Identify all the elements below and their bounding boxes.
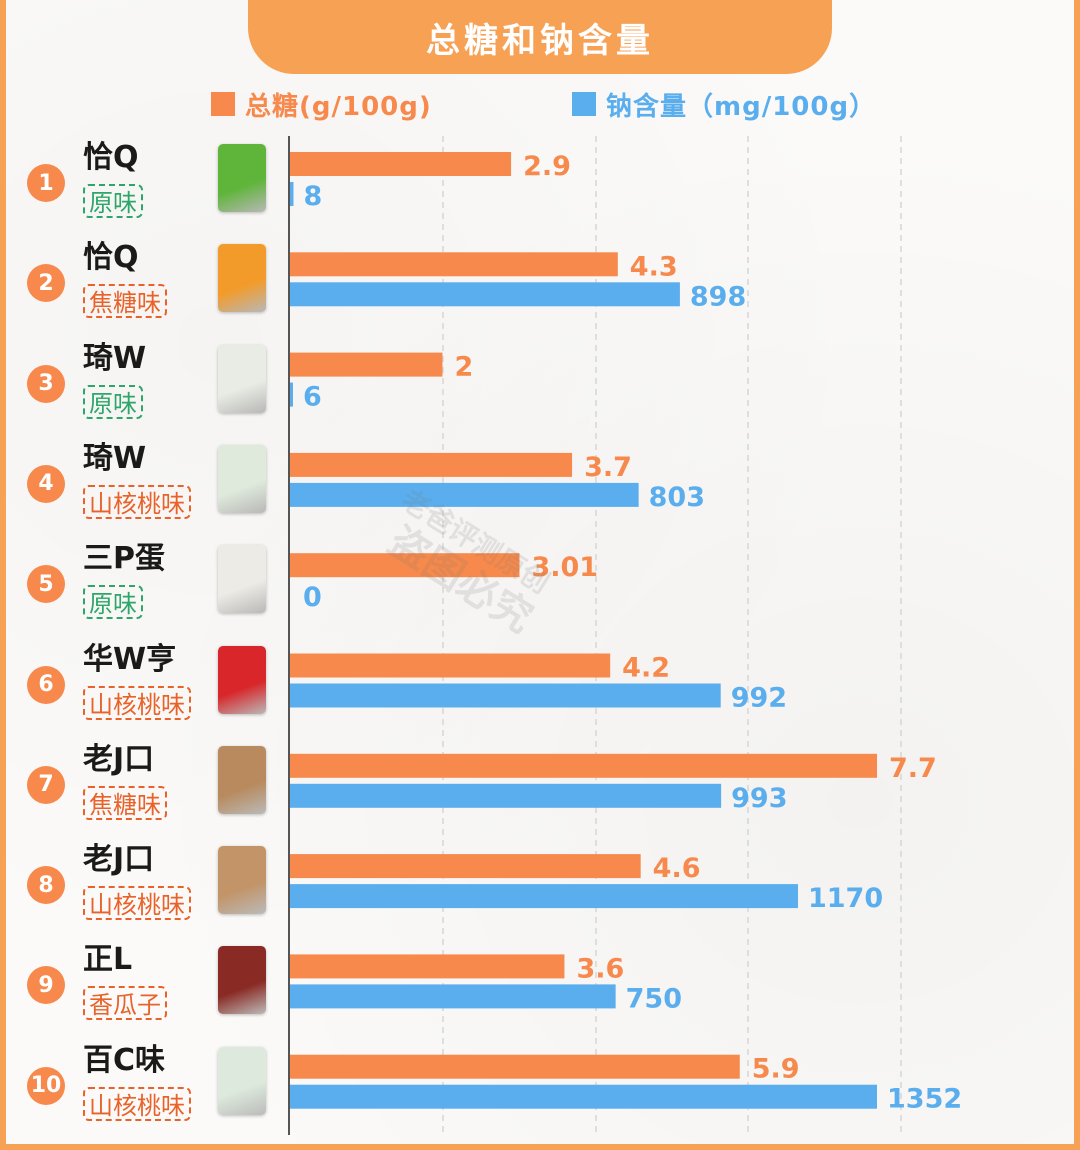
product-flavor-tag: 原味	[83, 585, 143, 620]
sodium-bar	[290, 282, 680, 307]
product-flavor-tag: 香瓜子	[83, 986, 167, 1021]
product-brand: 琦W	[83, 340, 147, 376]
legend-sodium: 钠含量（mg/100g）	[572, 86, 876, 122]
product-package-image	[218, 144, 266, 212]
sodium-bar	[290, 382, 293, 407]
rank-badge: 1	[27, 164, 65, 202]
sugar-value-label: 3.6	[576, 953, 624, 984]
sugar-value-label: 2.9	[523, 151, 571, 182]
sodium-value-label: 898	[690, 281, 746, 312]
product-package-image	[218, 645, 266, 714]
sodium-bar	[290, 984, 616, 1009]
sodium-bar	[290, 783, 722, 808]
product-brand: 老J口	[83, 842, 155, 878]
sugar-bar	[290, 1054, 740, 1079]
legend-sugar-swatch	[211, 92, 235, 116]
product-flavor-tag: 山核桃味	[83, 685, 191, 720]
rank-badge: 4	[27, 464, 65, 503]
product-flavor-tag: 山核桃味	[83, 1086, 191, 1121]
sugar-value-label: 4.3	[630, 251, 678, 282]
legend-sugar-label: 总糖(g/100g)	[245, 91, 432, 122]
product-brand: 恰Q	[83, 240, 139, 276]
product-brand: 百C味	[83, 1042, 166, 1078]
sugar-bar	[290, 854, 641, 879]
product-brand: 三P蛋	[83, 541, 165, 577]
sodium-value-label: 1352	[887, 1084, 962, 1115]
product-package-image	[218, 344, 266, 413]
sugar-bar	[290, 152, 512, 176]
sugar-value-label: 2	[454, 352, 473, 383]
rank-badge: 2	[27, 264, 65, 303]
product-flavor-tag: 焦糖味	[83, 284, 167, 319]
sugar-bar	[290, 452, 573, 477]
rank-badge: 7	[27, 765, 65, 804]
product-brand: 正L	[83, 942, 133, 978]
sodium-bar	[290, 1084, 877, 1109]
rank-badge: 8	[27, 866, 65, 905]
product-package-image	[218, 946, 266, 1015]
legend-sodium-swatch	[572, 92, 596, 116]
rank-badge: 5	[27, 565, 65, 604]
sodium-value-label: 1170	[808, 883, 883, 914]
sugar-bar	[290, 553, 520, 578]
sodium-value-label: 0	[303, 582, 322, 613]
sodium-bar	[290, 182, 294, 206]
product-brand: 琦W	[83, 440, 147, 476]
rank-badge: 3	[27, 364, 65, 403]
product-brand: 恰Q	[83, 140, 139, 175]
sodium-bar	[290, 482, 639, 507]
product-package-image	[218, 545, 266, 614]
title-banner: 总糖和钠含量	[248, 0, 832, 74]
rank-badge: 9	[27, 966, 65, 1005]
sodium-bar	[290, 683, 721, 708]
background	[6, 0, 1074, 1144]
sodium-bar	[290, 884, 798, 909]
sodium-value-label: 803	[649, 482, 705, 513]
sugar-bar	[290, 352, 443, 377]
product-flavor-tag: 山核桃味	[83, 484, 191, 519]
sugar-bar	[290, 954, 565, 979]
sugar-value-label: 5.9	[752, 1054, 800, 1085]
sodium-value-label: 992	[731, 683, 787, 714]
product-package-image	[218, 1046, 266, 1115]
sugar-value-label: 3.7	[584, 452, 632, 483]
product-brand: 华W亨	[83, 641, 177, 677]
sodium-value-label: 8	[303, 181, 322, 212]
sugar-value-label: 3.01	[531, 552, 598, 583]
chart-title: 总糖和钠含量	[426, 20, 654, 61]
legend-sugar: 总糖(g/100g)	[211, 86, 432, 122]
product-package-image	[218, 444, 266, 513]
sugar-value-label: 7.7	[889, 753, 937, 784]
product-flavor-tag: 焦糖味	[83, 785, 167, 820]
sugar-bar	[290, 653, 611, 678]
product-flavor-tag: 山核桃味	[83, 886, 191, 921]
product-brand: 老J口	[83, 741, 155, 777]
sugar-bar	[290, 753, 877, 778]
sugar-bar	[290, 252, 618, 277]
product-flavor-tag: 原味	[83, 384, 143, 419]
sugar-value-label: 4.2	[622, 653, 670, 684]
rank-badge: 10	[27, 1066, 65, 1105]
product-package-image	[218, 745, 266, 814]
legend-sodium-label: 钠含量（mg/100g）	[606, 91, 877, 122]
sodium-value-label: 993	[731, 783, 787, 814]
rank-badge: 6	[27, 665, 65, 704]
product-package-image	[218, 846, 266, 915]
product-package-image	[218, 244, 266, 313]
product-flavor-tag: 原味	[83, 184, 143, 218]
sugar-value-label: 4.6	[653, 853, 701, 884]
sodium-value-label: 750	[626, 983, 682, 1014]
sodium-value-label: 6	[303, 382, 322, 413]
